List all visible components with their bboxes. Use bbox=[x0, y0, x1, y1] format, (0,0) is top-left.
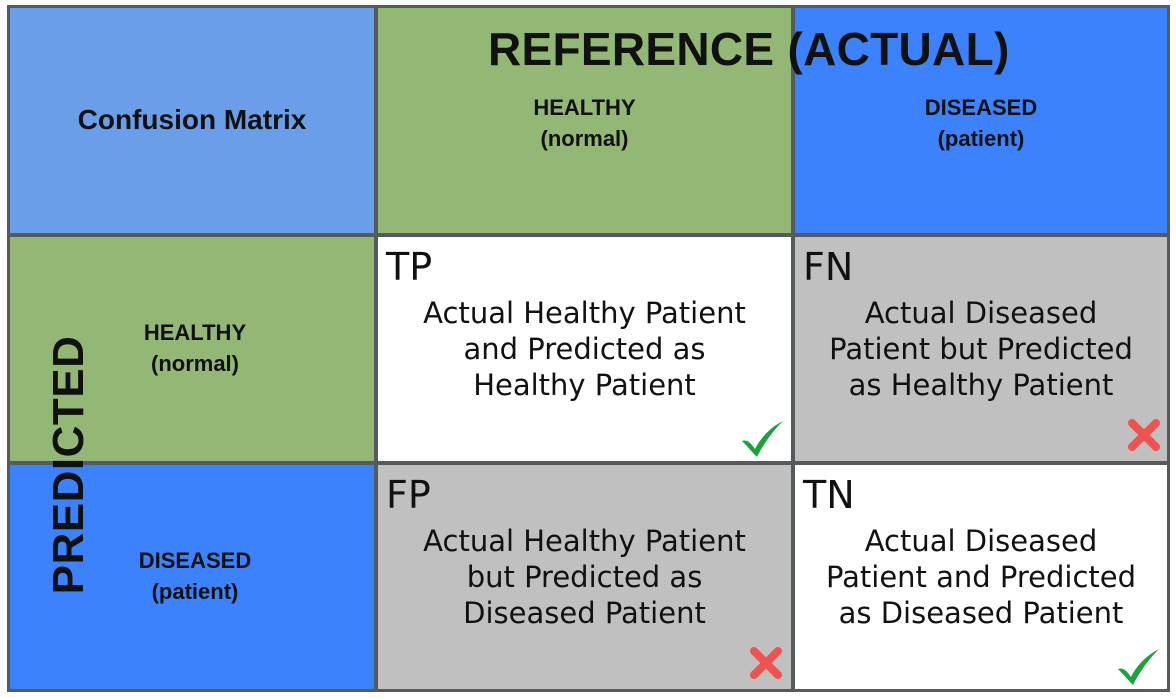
column-header-healthy: HEALTHY (normal) bbox=[378, 8, 791, 233]
matrix-title: Confusion Matrix bbox=[77, 104, 307, 135]
row-header-healthy: HEALTHY (normal) bbox=[10, 237, 374, 461]
column-header-diseased: DISEASED (patient) bbox=[795, 8, 1167, 233]
row-header-healthy-name: HEALTHY bbox=[143, 320, 247, 345]
description-line: Actual Diseased bbox=[864, 524, 1098, 558]
check-icon bbox=[1118, 649, 1159, 685]
false-positive-description: Actual Healthy Patient but Predicted as … bbox=[378, 523, 791, 631]
column-header-healthy-name: HEALTHY bbox=[533, 95, 636, 120]
column-header-diseased-sub: (patient) bbox=[937, 126, 1025, 151]
cross-icon bbox=[1128, 419, 1160, 451]
false-negative-description: Actual Diseased Patient but Predicted as… bbox=[795, 295, 1167, 403]
row-header-diseased-sub: (patient) bbox=[151, 579, 239, 604]
description-line: Patient but Predicted bbox=[829, 332, 1133, 366]
true-positive-description: Actual Healthy Patient and Predicted as … bbox=[378, 295, 791, 403]
corner-cell: Confusion Matrix bbox=[10, 8, 374, 233]
column-header-diseased-name: DISEASED bbox=[924, 95, 1038, 120]
predicted-title: PREDICTED bbox=[44, 335, 93, 595]
description-line: Actual Healthy Patient bbox=[423, 524, 746, 558]
row-header-healthy-label: HEALTHY (normal) bbox=[10, 317, 380, 379]
confusion-matrix-grid: Confusion Matrix HEALTHY (normal) DISEAS… bbox=[7, 5, 1170, 692]
false-negative-cell: FN Actual Diseased Patient but Predicted… bbox=[795, 237, 1167, 461]
false-negative-abbr: FN bbox=[803, 245, 854, 289]
description-line: Healthy Patient bbox=[473, 368, 696, 402]
row-header-diseased-name: DISEASED bbox=[138, 548, 252, 573]
true-negative-description: Actual Diseased Patient and Predicted as… bbox=[795, 523, 1167, 631]
description-line: and Predicted as bbox=[463, 332, 706, 366]
reference-actual-title: REFERENCE (ACTUAL) bbox=[488, 23, 1010, 75]
true-negative-cell: TN Actual Diseased Patient and Predicted… bbox=[795, 465, 1167, 689]
true-negative-abbr: TN bbox=[803, 473, 855, 517]
description-line: Diseased Patient bbox=[463, 596, 706, 630]
row-header-healthy-sub: (normal) bbox=[151, 351, 239, 376]
column-header-diseased-label: DISEASED (patient) bbox=[795, 92, 1167, 154]
description-line: as Diseased Patient bbox=[838, 596, 1124, 630]
description-line: Actual Diseased bbox=[864, 296, 1098, 330]
false-positive-cell: FP Actual Healthy Patient but Predicted … bbox=[378, 465, 791, 689]
row-header-diseased-label: DISEASED (patient) bbox=[10, 545, 380, 607]
column-header-healthy-label: HEALTHY (normal) bbox=[378, 92, 791, 154]
description-line: Actual Healthy Patient bbox=[423, 296, 746, 330]
true-positive-abbr: TP bbox=[386, 245, 433, 289]
description-line: but Predicted as bbox=[466, 560, 703, 594]
column-header-healthy-sub: (normal) bbox=[540, 126, 629, 151]
cross-icon bbox=[750, 647, 782, 679]
description-line: Patient and Predicted bbox=[825, 560, 1137, 594]
true-positive-cell: TP Actual Healthy Patient and Predicted … bbox=[378, 237, 791, 461]
description-line: as Healthy Patient bbox=[848, 368, 1114, 402]
check-icon bbox=[742, 421, 783, 457]
row-header-diseased: DISEASED (patient) bbox=[10, 465, 374, 689]
false-positive-abbr: FP bbox=[386, 473, 431, 517]
